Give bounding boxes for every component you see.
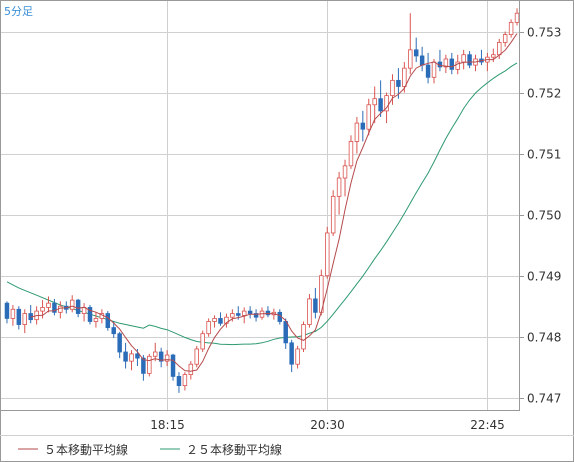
candle-body-down — [4, 302, 10, 319]
x-tick-label: 18:15 — [150, 418, 185, 432]
candle-body-up — [366, 104, 371, 130]
candle-body-down — [283, 321, 288, 344]
candle-body-up — [40, 307, 45, 312]
candle-body-down — [396, 79, 401, 87]
candle-body-up — [301, 324, 306, 350]
candle-body-up — [455, 61, 460, 70]
candle-body-up — [69, 299, 75, 310]
candle-body-down — [105, 313, 111, 328]
y-tick-label: 0.751 — [527, 148, 561, 162]
candle-body-down — [419, 55, 425, 66]
candle-body-up — [230, 313, 235, 318]
ma5-path — [30, 33, 518, 372]
legend: ５本移動平均線 ２５本移動平均線 — [18, 442, 282, 457]
candle-body-down — [123, 351, 128, 362]
candle-body-up — [93, 318, 99, 322]
candle-body-up — [147, 355, 152, 374]
candle-body-up — [212, 318, 217, 322]
candle-body-down — [289, 342, 294, 365]
candle-body-up — [342, 165, 348, 179]
candle-body-up — [372, 98, 377, 106]
grid-lines — [1, 1, 520, 410]
candle-body-up — [206, 321, 211, 335]
candle-body-up — [461, 54, 466, 63]
candle-body-up — [514, 12, 520, 23]
candle-body-up — [307, 298, 312, 325]
candle-body-up — [10, 308, 16, 319]
candle-body-up — [22, 313, 27, 325]
candle-body-up — [502, 34, 508, 43]
candle-body-down — [467, 54, 472, 66]
candle-body-up — [384, 95, 389, 112]
candle-body-up — [325, 232, 330, 277]
x-axis: 18:15 20:30 22:45 — [150, 418, 505, 432]
candle-body-down — [236, 313, 241, 316]
candle-body-up — [295, 348, 300, 365]
candle-body-up — [188, 363, 194, 375]
candle-body-up — [491, 54, 496, 58]
candle-body-down — [176, 376, 182, 386]
candle-body-down — [75, 299, 81, 314]
candle-body-down — [360, 122, 366, 130]
candle-body-up — [348, 141, 354, 167]
candle-body-down — [425, 64, 431, 78]
legend-ma25-label: ２５本移動平均線 — [186, 442, 282, 457]
y-tick-label: 0.747 — [527, 392, 561, 406]
y-tick-label: 0.752 — [527, 87, 561, 101]
candle-body-up — [390, 79, 395, 97]
candle-body-down — [265, 310, 271, 316]
candle-body-up — [58, 305, 63, 313]
candle-body-down — [413, 49, 419, 57]
candle-body-up — [153, 351, 158, 357]
candle-body-up — [402, 67, 407, 87]
candle-body-up — [330, 195, 336, 234]
candle-body-up — [443, 58, 449, 68]
candle-body-down — [141, 357, 146, 374]
candle-body-down — [218, 318, 223, 324]
ma5-line — [30, 33, 518, 372]
candles — [4, 8, 520, 393]
candle-body-down — [158, 351, 164, 362]
candle-body-down — [52, 302, 57, 313]
candle-body-down — [247, 310, 253, 314]
candle-body-down — [87, 307, 93, 322]
candle-body-up — [354, 122, 360, 142]
candle-body-down — [449, 58, 455, 70]
candle-body-down — [313, 298, 318, 313]
candle-body-down — [170, 354, 176, 377]
candle-body-up — [497, 42, 502, 56]
timeframe-label: 5分足 — [4, 5, 33, 18]
candle-body-down — [111, 327, 116, 335]
candle-body-up — [408, 49, 413, 69]
candle-body-down — [117, 333, 122, 353]
y-tick-label: 0.750 — [527, 209, 561, 223]
candle-body-down — [253, 313, 259, 318]
candle-body-up — [164, 354, 170, 362]
x-tick-label: 22:45 — [470, 418, 505, 432]
candle-body-up — [129, 353, 134, 362]
y-tick-label: 0.753 — [527, 26, 561, 40]
x-tick-label: 20:30 — [310, 418, 345, 432]
candle-body-down — [16, 308, 22, 325]
candle-body-down — [378, 98, 383, 112]
legend-ma5-label: ５本移動平均線 — [44, 442, 128, 457]
y-axis: 0.747 0.748 0.749 0.750 0.751 0.752 0.753 — [520, 26, 561, 406]
candle-body-up — [194, 348, 199, 365]
y-tick-label: 0.748 — [527, 331, 561, 345]
candle-body-up — [182, 374, 188, 386]
candle-body-down — [135, 353, 140, 359]
candle-body-up — [241, 310, 247, 316]
candle-body-up — [46, 302, 51, 308]
candle-body-up — [508, 21, 514, 35]
candle-body-up — [431, 61, 437, 78]
y-tick-label: 0.749 — [527, 270, 561, 284]
candle-body-up — [200, 333, 205, 350]
candle-body-up — [336, 177, 342, 197]
